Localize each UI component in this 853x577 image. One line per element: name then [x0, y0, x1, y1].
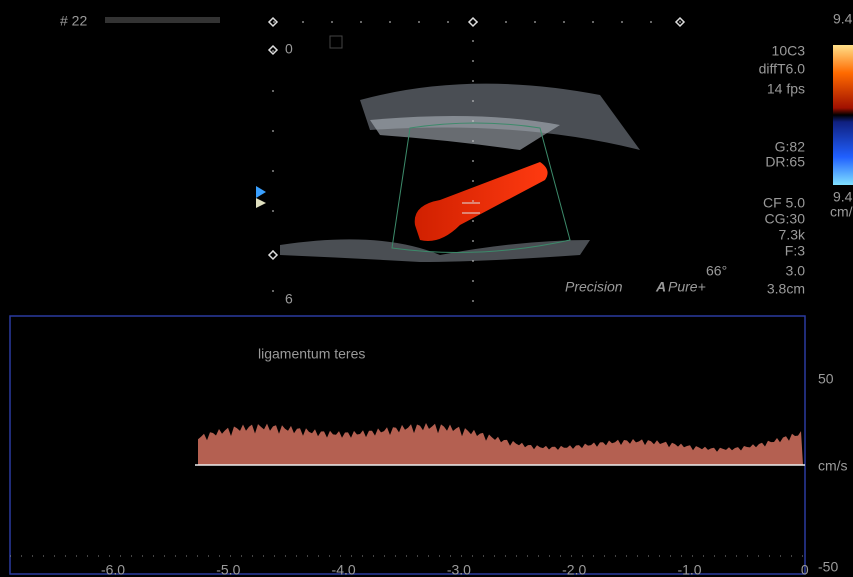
- time-label: -6.0: [101, 562, 125, 577]
- setting: 3.8cm: [767, 281, 805, 297]
- color-bar: [833, 45, 853, 185]
- mode-pure: Pure+: [668, 279, 706, 295]
- patient-id: # 22: [60, 13, 87, 29]
- time-label: 0: [801, 562, 809, 577]
- velocity-label: cm/s: [818, 458, 848, 474]
- time-label: -3.0: [447, 562, 471, 577]
- setting: 10C3: [772, 43, 806, 59]
- time-label: -2.0: [562, 562, 586, 577]
- setting: DR:65: [765, 154, 805, 170]
- angle: 66°: [706, 263, 727, 279]
- ultrasound-screen: # 22 0 6 10C3 diffT6.0 14 fps G:82DR:65 CF 5…: [0, 0, 853, 577]
- setting: CG:30: [765, 211, 806, 227]
- setting: CF 5.0: [763, 195, 805, 211]
- setting: 3.0: [786, 263, 806, 279]
- page: # 22 0 6 10C3 diffT6.0 14 fps G:82DR:65 CF 5…: [0, 0, 853, 577]
- depth-top: 0: [285, 41, 293, 57]
- time-label: -1.0: [677, 562, 701, 577]
- color-bar-bottom: 9.4: [833, 189, 853, 205]
- velocity-label: 50: [818, 371, 834, 387]
- setting: 7.3k: [779, 227, 806, 243]
- mode-a: A: [655, 279, 666, 295]
- time-label: -5.0: [216, 562, 240, 577]
- color-bar-top: 9.4: [833, 11, 853, 27]
- setting: diffT6.0: [759, 61, 806, 77]
- spectral-label: ligamentum teres: [258, 346, 365, 362]
- setting: G:82: [775, 139, 806, 155]
- time-label: -4.0: [332, 562, 356, 577]
- depth-bottom: 6: [285, 291, 293, 307]
- setting: 14 fps: [767, 81, 805, 97]
- color-bar-unit: cm/s: [830, 204, 853, 220]
- setting: F:3: [785, 243, 805, 259]
- background: [0, 0, 853, 577]
- mode-precision: Precision: [565, 279, 623, 295]
- velocity-label: -50: [818, 559, 838, 575]
